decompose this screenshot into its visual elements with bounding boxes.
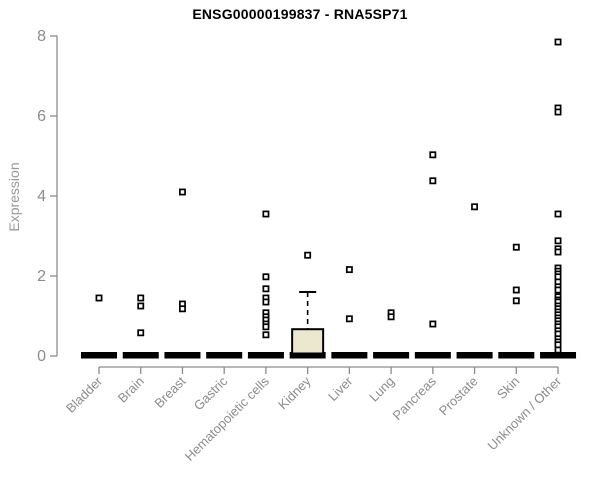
x-tick-label: Kidney: [275, 373, 314, 412]
x-tick-label: Skin: [494, 374, 522, 402]
data-point: [262, 285, 270, 293]
zero-expression-bar: [81, 352, 117, 359]
data-point: [512, 297, 520, 305]
data-point: [137, 329, 145, 337]
zero-expression-bar: [540, 352, 577, 359]
data-point: [512, 243, 520, 251]
zero-expression-bar: [122, 352, 159, 359]
data-point: [179, 305, 186, 313]
y-tick-label: 8: [37, 28, 46, 45]
data-point: [262, 323, 270, 331]
data-point: [262, 331, 270, 339]
zero-expression-bar: [373, 352, 410, 359]
data-point: [262, 298, 270, 306]
x-tick-label: Lung: [366, 374, 397, 405]
box: [291, 328, 325, 359]
x-tick-label: Breast: [151, 373, 188, 410]
data-point: [554, 38, 562, 46]
data-point: [554, 108, 562, 116]
data-point: [345, 315, 353, 323]
x-tick-label: Unknown / Other: [485, 373, 565, 453]
x-tick-label: Prostate: [436, 374, 481, 419]
data-point: [554, 237, 562, 245]
zero-expression-bar: [206, 352, 243, 359]
x-tick-label: Pancreas: [390, 373, 440, 423]
data-point: [262, 210, 270, 218]
data-point: [137, 294, 145, 302]
data-point: [262, 273, 270, 281]
x-tick-label: Bladder: [63, 373, 106, 416]
data-point: [387, 313, 395, 321]
zero-expression-bar: [247, 352, 284, 359]
data-point: [554, 286, 562, 294]
data-point: [554, 248, 562, 256]
x-tick-label: Liver: [325, 373, 356, 404]
data-point: [471, 203, 479, 211]
data-point: [345, 266, 353, 274]
zero-expression-bar: [164, 352, 201, 359]
data-point: [554, 210, 562, 218]
y-tick-label: 6: [37, 108, 46, 125]
y-tick-label: 4: [37, 188, 46, 205]
data-point: [429, 151, 437, 159]
data-point: [95, 294, 103, 302]
zero-expression-bar: [456, 352, 493, 359]
data-point: [304, 251, 312, 259]
zero-expression-bar: [331, 352, 368, 359]
data-point: [554, 346, 562, 354]
y-tick-label: 2: [37, 268, 46, 285]
zero-expression-bar: [414, 352, 451, 359]
y-tick-label: 0: [37, 348, 46, 365]
chart-title: ENSG00000199837 - RNA5SP71: [192, 6, 408, 22]
data-point: [179, 188, 186, 196]
data-point: [137, 302, 145, 310]
data-point: [429, 177, 437, 185]
x-tick-label: Gastric: [191, 373, 231, 413]
data-point: [429, 320, 437, 328]
x-tick-label: Brain: [115, 374, 147, 406]
data-point: [512, 286, 520, 294]
zero-expression-bar: [498, 352, 535, 359]
